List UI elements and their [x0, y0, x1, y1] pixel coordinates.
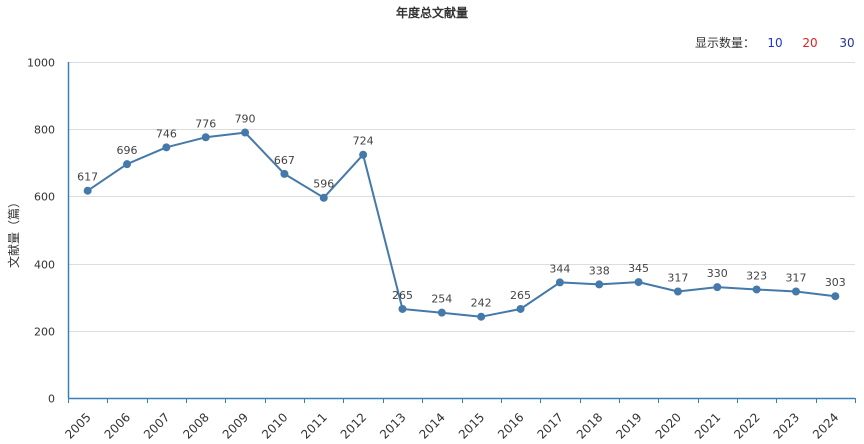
data-points [83, 128, 840, 321]
display-count-option-10[interactable]: 10 [767, 36, 782, 50]
data-point[interactable] [713, 283, 722, 292]
data-label: 344 [549, 262, 570, 275]
data-label: 617 [77, 171, 98, 184]
data-point[interactable] [359, 150, 368, 159]
x-tick-label: 2023 [771, 410, 802, 441]
data-labels: 617 696 746 776 790 667 596 724 265 254 242 265 344 3… [77, 113, 846, 310]
x-tick-label: 2009 [220, 410, 251, 441]
data-label: 265 [392, 289, 413, 302]
data-point[interactable] [241, 128, 250, 137]
display-count-option-30[interactable]: 30 [839, 36, 854, 50]
y-tick-label: 1000 [27, 57, 55, 70]
data-point[interactable] [831, 292, 840, 301]
series [87, 131, 836, 318]
data-label: 667 [274, 154, 295, 167]
data-label: 317 [785, 271, 806, 284]
data-label: 330 [707, 267, 728, 280]
y-tick-label: 800 [34, 124, 55, 137]
data-point[interactable] [123, 160, 132, 169]
y-tick-label: 200 [34, 326, 55, 339]
x-tick-label: 2021 [692, 410, 723, 441]
x-tick-label: 2007 [141, 410, 172, 441]
x-tick-label: 2008 [180, 410, 211, 441]
data-point[interactable] [477, 312, 486, 321]
display-count-label: 显示数量： [695, 35, 755, 50]
data-label: 746 [156, 127, 177, 140]
x-tick-label: 2020 [653, 410, 684, 441]
data-label: 790 [235, 113, 256, 126]
data-label: 696 [117, 144, 138, 157]
x-tick-label: 2011 [298, 410, 329, 441]
data-point[interactable] [437, 308, 446, 317]
data-label: 596 [313, 178, 334, 191]
y-tick-label: 600 [34, 191, 55, 204]
x-tick-label: 2016 [495, 410, 526, 441]
x-tick-label: 2024 [810, 410, 841, 441]
series-line [87, 131, 836, 318]
x-tick-label: 2022 [731, 410, 762, 441]
x-tick-label: 2013 [377, 410, 408, 441]
x-tick-label: 2017 [534, 410, 565, 441]
data-point[interactable] [516, 304, 525, 313]
data-label: 317 [667, 271, 688, 284]
x-tick-label: 2014 [416, 410, 447, 441]
gridlines [68, 62, 855, 332]
data-label: 303 [825, 276, 846, 289]
data-point[interactable] [634, 278, 643, 287]
data-label: 724 [353, 135, 374, 148]
y-axis-ticks: 0 200 400 600 800 1000 [27, 57, 55, 406]
x-tick-label: 2010 [259, 410, 290, 441]
x-tick-label: 2018 [574, 410, 605, 441]
data-point[interactable] [162, 143, 171, 152]
display-count-option-20[interactable]: 20 [802, 36, 817, 50]
x-axis-ticks: 2005 2006 2007 2008 2009 2010 2011 2012 2013 2014… [62, 398, 856, 442]
y-axis-label: 文献量（篇） [6, 196, 21, 268]
data-point[interactable] [791, 287, 800, 296]
data-label: 265 [510, 289, 531, 302]
axes [67, 62, 855, 400]
y-tick-label: 400 [34, 259, 55, 272]
data-point[interactable] [398, 304, 407, 313]
x-tick-label: 2015 [456, 410, 487, 441]
data-point[interactable] [555, 278, 564, 287]
data-label: 338 [589, 264, 610, 277]
x-tick-label: 2006 [102, 410, 133, 441]
data-point[interactable] [319, 193, 328, 202]
data-label: 254 [431, 293, 452, 306]
x-tick-label: 2005 [62, 410, 93, 441]
data-point[interactable] [752, 285, 761, 294]
data-point[interactable] [201, 133, 210, 142]
data-label: 323 [746, 269, 767, 282]
data-point[interactable] [83, 186, 92, 195]
x-tick-label: 2019 [613, 410, 644, 441]
x-tick-label: 2012 [338, 410, 369, 441]
y-tick-label: 0 [48, 393, 55, 406]
data-label: 776 [195, 117, 216, 130]
display-count-control: 显示数量： 10 20 30 [695, 35, 855, 50]
data-label: 242 [471, 297, 492, 310]
data-point[interactable] [595, 280, 604, 289]
chart-title: 年度总文献量 [396, 5, 468, 20]
data-point[interactable] [280, 169, 289, 178]
data-label: 345 [628, 262, 649, 275]
data-point[interactable] [673, 287, 682, 296]
